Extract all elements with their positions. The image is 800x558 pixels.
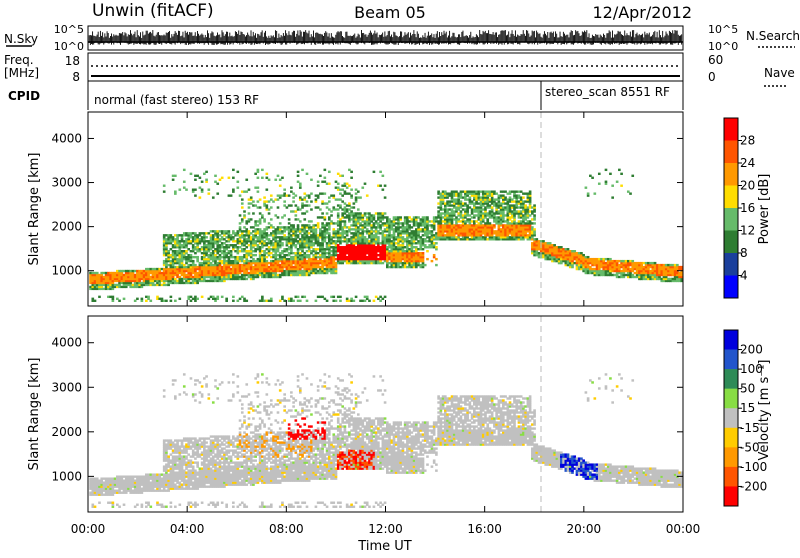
velocity-colorbar-swatch [724,330,738,350]
nsky-label: N.Sky [4,32,38,46]
freq-tick-bottom: 8 [72,70,80,84]
power-colorbar-swatch [724,163,738,186]
xtick-0: 00:00 [71,522,106,536]
power-colorbar: 28 24 20 16 12 8 4 [724,118,755,298]
xtick-6: 00:00 [666,522,701,536]
velocity-colorbar-swatch [724,408,738,428]
cpid-label: CPID [8,89,40,103]
xtick-1: 04:00 [170,522,205,536]
xtick-4: 16:00 [467,522,502,536]
velocity-ytick-3: 4000 [51,336,82,350]
time-axis-label: Time UT [357,539,411,554]
power-ylabel: Slant Range [km] [27,153,42,266]
power-colorbar-swatch [724,208,738,231]
nsearch-tick-top: 10^5 [708,23,738,36]
power-ytick-0: 1000 [51,264,82,278]
freq-label-2: [MHz] [4,66,39,80]
velocity-ylabel: Slant Range [km] [27,358,42,471]
cpid-segment-1: normal (fast stereo) 153 RF [94,93,259,107]
power-ytick-2: 3000 [51,176,82,190]
power-colorbar-tick-3: 16 [740,201,755,215]
power-panel: 1000 2000 3000 4000 Slant Range [km] 28 24 20… [27,112,772,306]
xtick-3: 12:00 [368,522,403,536]
velocity-colorbar-swatch [724,389,738,409]
radar-title: Unwin (fitACF) [92,1,214,21]
beam-title: Beam 05 [354,3,426,22]
freq-tick-top: 18 [65,54,80,68]
velocity-colorbar-tick-0: 200 [740,343,763,357]
nsky-panel: N.Sky 10^5 10^0 10^5 10^0 N.Search [4,23,800,53]
velocity-ytick-2: 3000 [51,380,82,394]
velocity-ytick-0: 1000 [51,469,82,483]
cpid-segment-2: stereo_scan 8551 RF [545,85,670,99]
power-colorbar-swatch [724,276,738,299]
power-colorbar-tick-4: 12 [740,224,755,238]
power-colorbar-swatch [724,186,738,209]
freq-label-1: Freq. [4,53,34,67]
velocity-colorbar-swatch [724,428,738,448]
velocity-colorbar-tick-7: -200 [740,479,767,493]
power-colorbar-label: Power [dB] [757,174,772,245]
cpid-panel: CPID normal (fast stereo) 153 RF stereo_… [8,81,683,110]
nsky-tick-top: 10^5 [54,23,84,36]
power-colorbar-swatch [724,118,738,141]
velocity-ytick-1: 2000 [51,425,82,439]
nsearch-label: N.Search [746,29,800,43]
nsky-tick-bottom: 10^0 [54,40,84,53]
xtick-2: 08:00 [269,522,304,536]
power-colorbar-swatch [724,141,738,164]
power-colorbar-tick-6: 4 [740,269,748,283]
velocity-colorbar-tick-3: 15 [740,401,755,415]
velocity-colorbar-swatch [724,369,738,389]
velocity-colorbar-swatch [724,350,738,370]
velocity-colorbar-tick-6: -100 [740,460,767,474]
power-colorbar-tick-0: 28 [740,134,755,148]
velocity-colorbar-label: Velocity [m s⁻¹] [757,360,772,461]
date-title: 12/Apr/2012 [592,3,692,22]
nave-tick-top: 60 [708,53,723,67]
velocity-colorbar-swatch [724,486,738,506]
power-ytick-1: 2000 [51,220,82,234]
nave-label: Nave [764,66,795,80]
power-colorbar-swatch [724,253,738,276]
power-colorbar-swatch [724,231,738,254]
power-ytick-3: 4000 [51,131,82,145]
velocity-colorbar-swatch [724,467,738,487]
freq-panel: Freq. [MHz] 18 8 60 0 Nave [4,53,795,86]
power-colorbar-tick-2: 20 [740,179,755,193]
velocity-colorbar-tick-2: 50 [740,382,755,396]
nave-tick-bottom: 0 [708,70,716,84]
velocity-colorbar-swatch [724,447,738,467]
power-colorbar-tick-5: 8 [740,246,748,260]
nsearch-tick-bottom: 10^0 [708,40,738,53]
power-colorbar-tick-1: 24 [740,156,755,170]
xtick-5: 20:00 [567,522,602,536]
